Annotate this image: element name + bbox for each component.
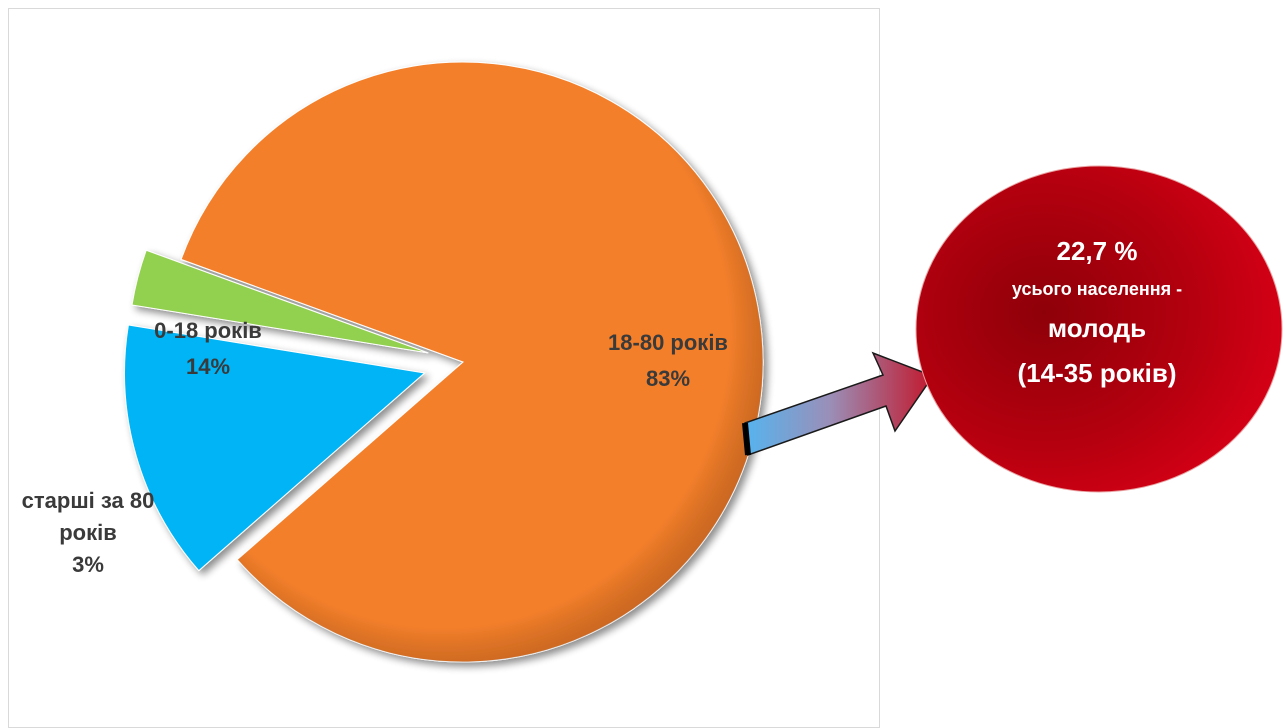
slice-over-80-label-line: старші за 80 bbox=[22, 488, 155, 513]
youth-callout: 22,7 % усього населення - молодь (14-35 … bbox=[915, 165, 1283, 493]
slice-0-18 bbox=[124, 324, 426, 572]
slice-0-18-label: 0-18 років 14% bbox=[154, 318, 262, 379]
slice-0-18-label-line: 0-18 років bbox=[154, 318, 262, 343]
chart-canvas: 18-80 років 83% 0-18 років 14% старші за 80 р… bbox=[22, 61, 1283, 663]
slice-18-80-shading bbox=[181, 61, 763, 663]
callout-percent: 22,7 % bbox=[1057, 236, 1138, 266]
slice-18-80-label-line: 83% bbox=[646, 366, 690, 391]
slice-over-80-label-line: років bbox=[59, 520, 117, 545]
callout-circle bbox=[915, 165, 1283, 493]
slice-18-80-label-line: 18-80 років bbox=[608, 330, 728, 355]
slice-18-80-label: 18-80 років 83% bbox=[608, 330, 728, 391]
callout-age-range: (14-35 років) bbox=[1017, 358, 1176, 388]
callout-population: усього населення - bbox=[1012, 279, 1182, 299]
slice-0-18-label-line: 14% bbox=[186, 354, 230, 379]
pie-labels: 18-80 років 83% 0-18 років 14% старші за 80 р… bbox=[22, 318, 728, 577]
slice-over-80 bbox=[131, 249, 429, 354]
slice-over-80-label-line: 3% bbox=[72, 552, 104, 577]
callout-youth: молодь bbox=[1048, 313, 1146, 343]
slice-over-80-label: старші за 80 років 3% bbox=[22, 488, 155, 577]
pie-chart bbox=[124, 61, 764, 663]
arrow-connector bbox=[742, 351, 935, 457]
